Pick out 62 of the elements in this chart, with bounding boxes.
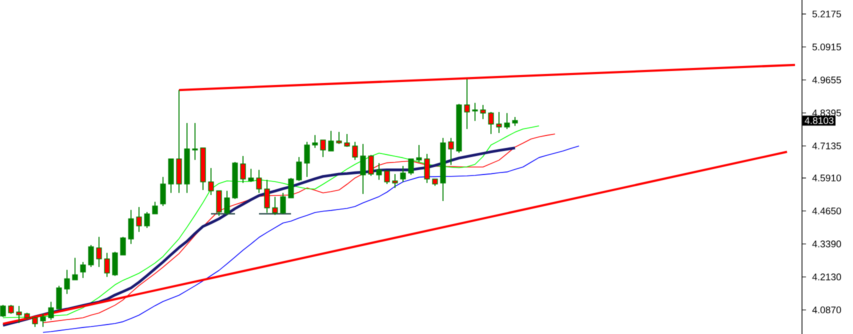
- candlestick: [344, 134, 350, 148]
- candlestick: [208, 168, 214, 196]
- candlestick: [424, 153, 430, 184]
- y-tick-label: 4.9655: [812, 76, 842, 84]
- candlestick: [96, 236, 102, 268]
- candlestick: [40, 313, 46, 328]
- y-tick-label: 4.7135: [812, 142, 842, 150]
- candlestick: [248, 168, 254, 182]
- candlestick: [120, 236, 126, 256]
- y-tick-label: 5.2175: [812, 10, 842, 18]
- candlestick: [128, 209, 134, 244]
- candlestick: [448, 137, 454, 166]
- candlestick: [352, 141, 358, 160]
- y-tick-label: 4.2130: [812, 274, 842, 280]
- y-tick-label: 5.0915: [812, 44, 842, 50]
- candlestick: [400, 165, 406, 182]
- y-tick-label: 4.3390: [812, 240, 842, 248]
- candlestick: [280, 192, 286, 214]
- candlestick: [376, 162, 382, 180]
- candlestick: [64, 269, 70, 294]
- text: 4.8103: [804, 117, 834, 124]
- candlestick: [328, 130, 334, 152]
- candlestick: [112, 251, 118, 276]
- candlestick: [80, 262, 86, 278]
- candlestick: [288, 177, 294, 198]
- candlestick: [224, 190, 230, 216]
- candlestick: [0, 304, 6, 318]
- candlestick: [488, 112, 494, 135]
- candlestick: [48, 301, 54, 320]
- candlestick: [136, 206, 142, 232]
- candlestick: [160, 176, 166, 206]
- candlestick: [368, 154, 374, 176]
- y-tick-label: 4.5910: [812, 174, 842, 182]
- candlestick: [192, 122, 198, 160]
- candlestick: [240, 155, 246, 184]
- candlestick: [320, 140, 326, 158]
- candlestick: [264, 179, 270, 214]
- y-tick-label: 4.0870: [812, 306, 842, 314]
- candlestick: [152, 201, 158, 214]
- candlestick: [312, 134, 318, 148]
- y-tick-label: 4.4650: [812, 208, 842, 214]
- candlestick: [304, 141, 310, 178]
- candlestick: [360, 143, 366, 194]
- candlestick: [480, 104, 486, 120]
- candlestick: [336, 131, 342, 144]
- candlestick: [416, 144, 422, 163]
- candlestick: [88, 244, 94, 268]
- candlestick: [472, 102, 478, 122]
- candlestick: [56, 285, 62, 310]
- candlestick: [72, 257, 78, 280]
- candlestick: [272, 196, 278, 216]
- candlestick: [296, 156, 302, 182]
- candlestick: [504, 112, 510, 130]
- candlestick: [408, 158, 414, 176]
- candlestick: [144, 212, 150, 228]
- candlestick: [392, 174, 398, 188]
- candlestick: [256, 169, 262, 194]
- candlestick: [216, 190, 222, 216]
- candlestick: [384, 170, 390, 184]
- candlestick: [104, 252, 110, 278]
- candlestick: [496, 112, 502, 134]
- y-tick-label: 4.8395: [812, 110, 842, 116]
